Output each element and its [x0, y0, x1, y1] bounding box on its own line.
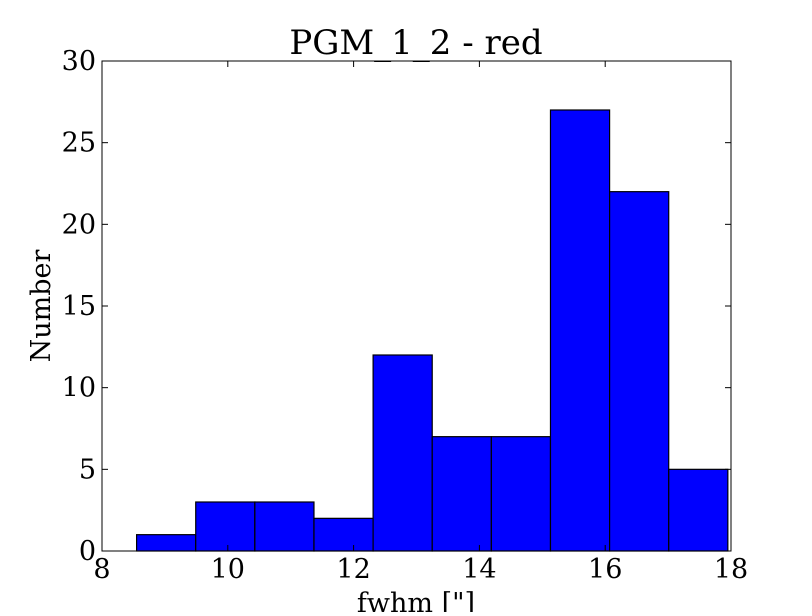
- chart-title: PGM_1_2 - red: [289, 23, 542, 63]
- histogram-bar-4: [313, 517, 374, 552]
- histogram-bar-10: [668, 468, 729, 552]
- histogram-bar-6: [431, 436, 492, 552]
- y-tick-label: 20: [62, 209, 96, 240]
- y-tick-label: 0: [79, 536, 96, 567]
- histogram-bar-8: [549, 109, 611, 552]
- x-tick-label: 12: [336, 554, 370, 585]
- histogram-bar-7: [490, 436, 552, 552]
- y-axis-label: Number: [26, 250, 57, 363]
- histogram-bar-5: [372, 354, 433, 552]
- y-axis-ticks: 0 5 10 15 20 25 30: [62, 46, 731, 567]
- y-tick-label: 25: [62, 128, 96, 159]
- y-tick-label: 5: [79, 454, 96, 485]
- x-tick-label: 10: [211, 554, 245, 585]
- histogram-bar-1: [135, 534, 197, 552]
- x-axis-ticks: 8 10 12 14 16 18: [93, 61, 748, 585]
- x-tick-label: 18: [714, 554, 748, 585]
- x-tick-label: 8: [93, 554, 110, 585]
- y-tick-label: 15: [62, 291, 96, 322]
- y-tick-label: 10: [62, 373, 96, 404]
- histogram-bar-3: [254, 501, 315, 552]
- histogram-bar-2: [195, 501, 256, 552]
- y-tick-label: 30: [62, 46, 96, 77]
- x-tick-label: 16: [588, 554, 622, 585]
- histogram-bar-9: [609, 191, 670, 552]
- x-axis-label: fwhm ["]: [357, 588, 475, 612]
- bars: [135, 109, 729, 552]
- x-tick-label: 14: [462, 554, 496, 585]
